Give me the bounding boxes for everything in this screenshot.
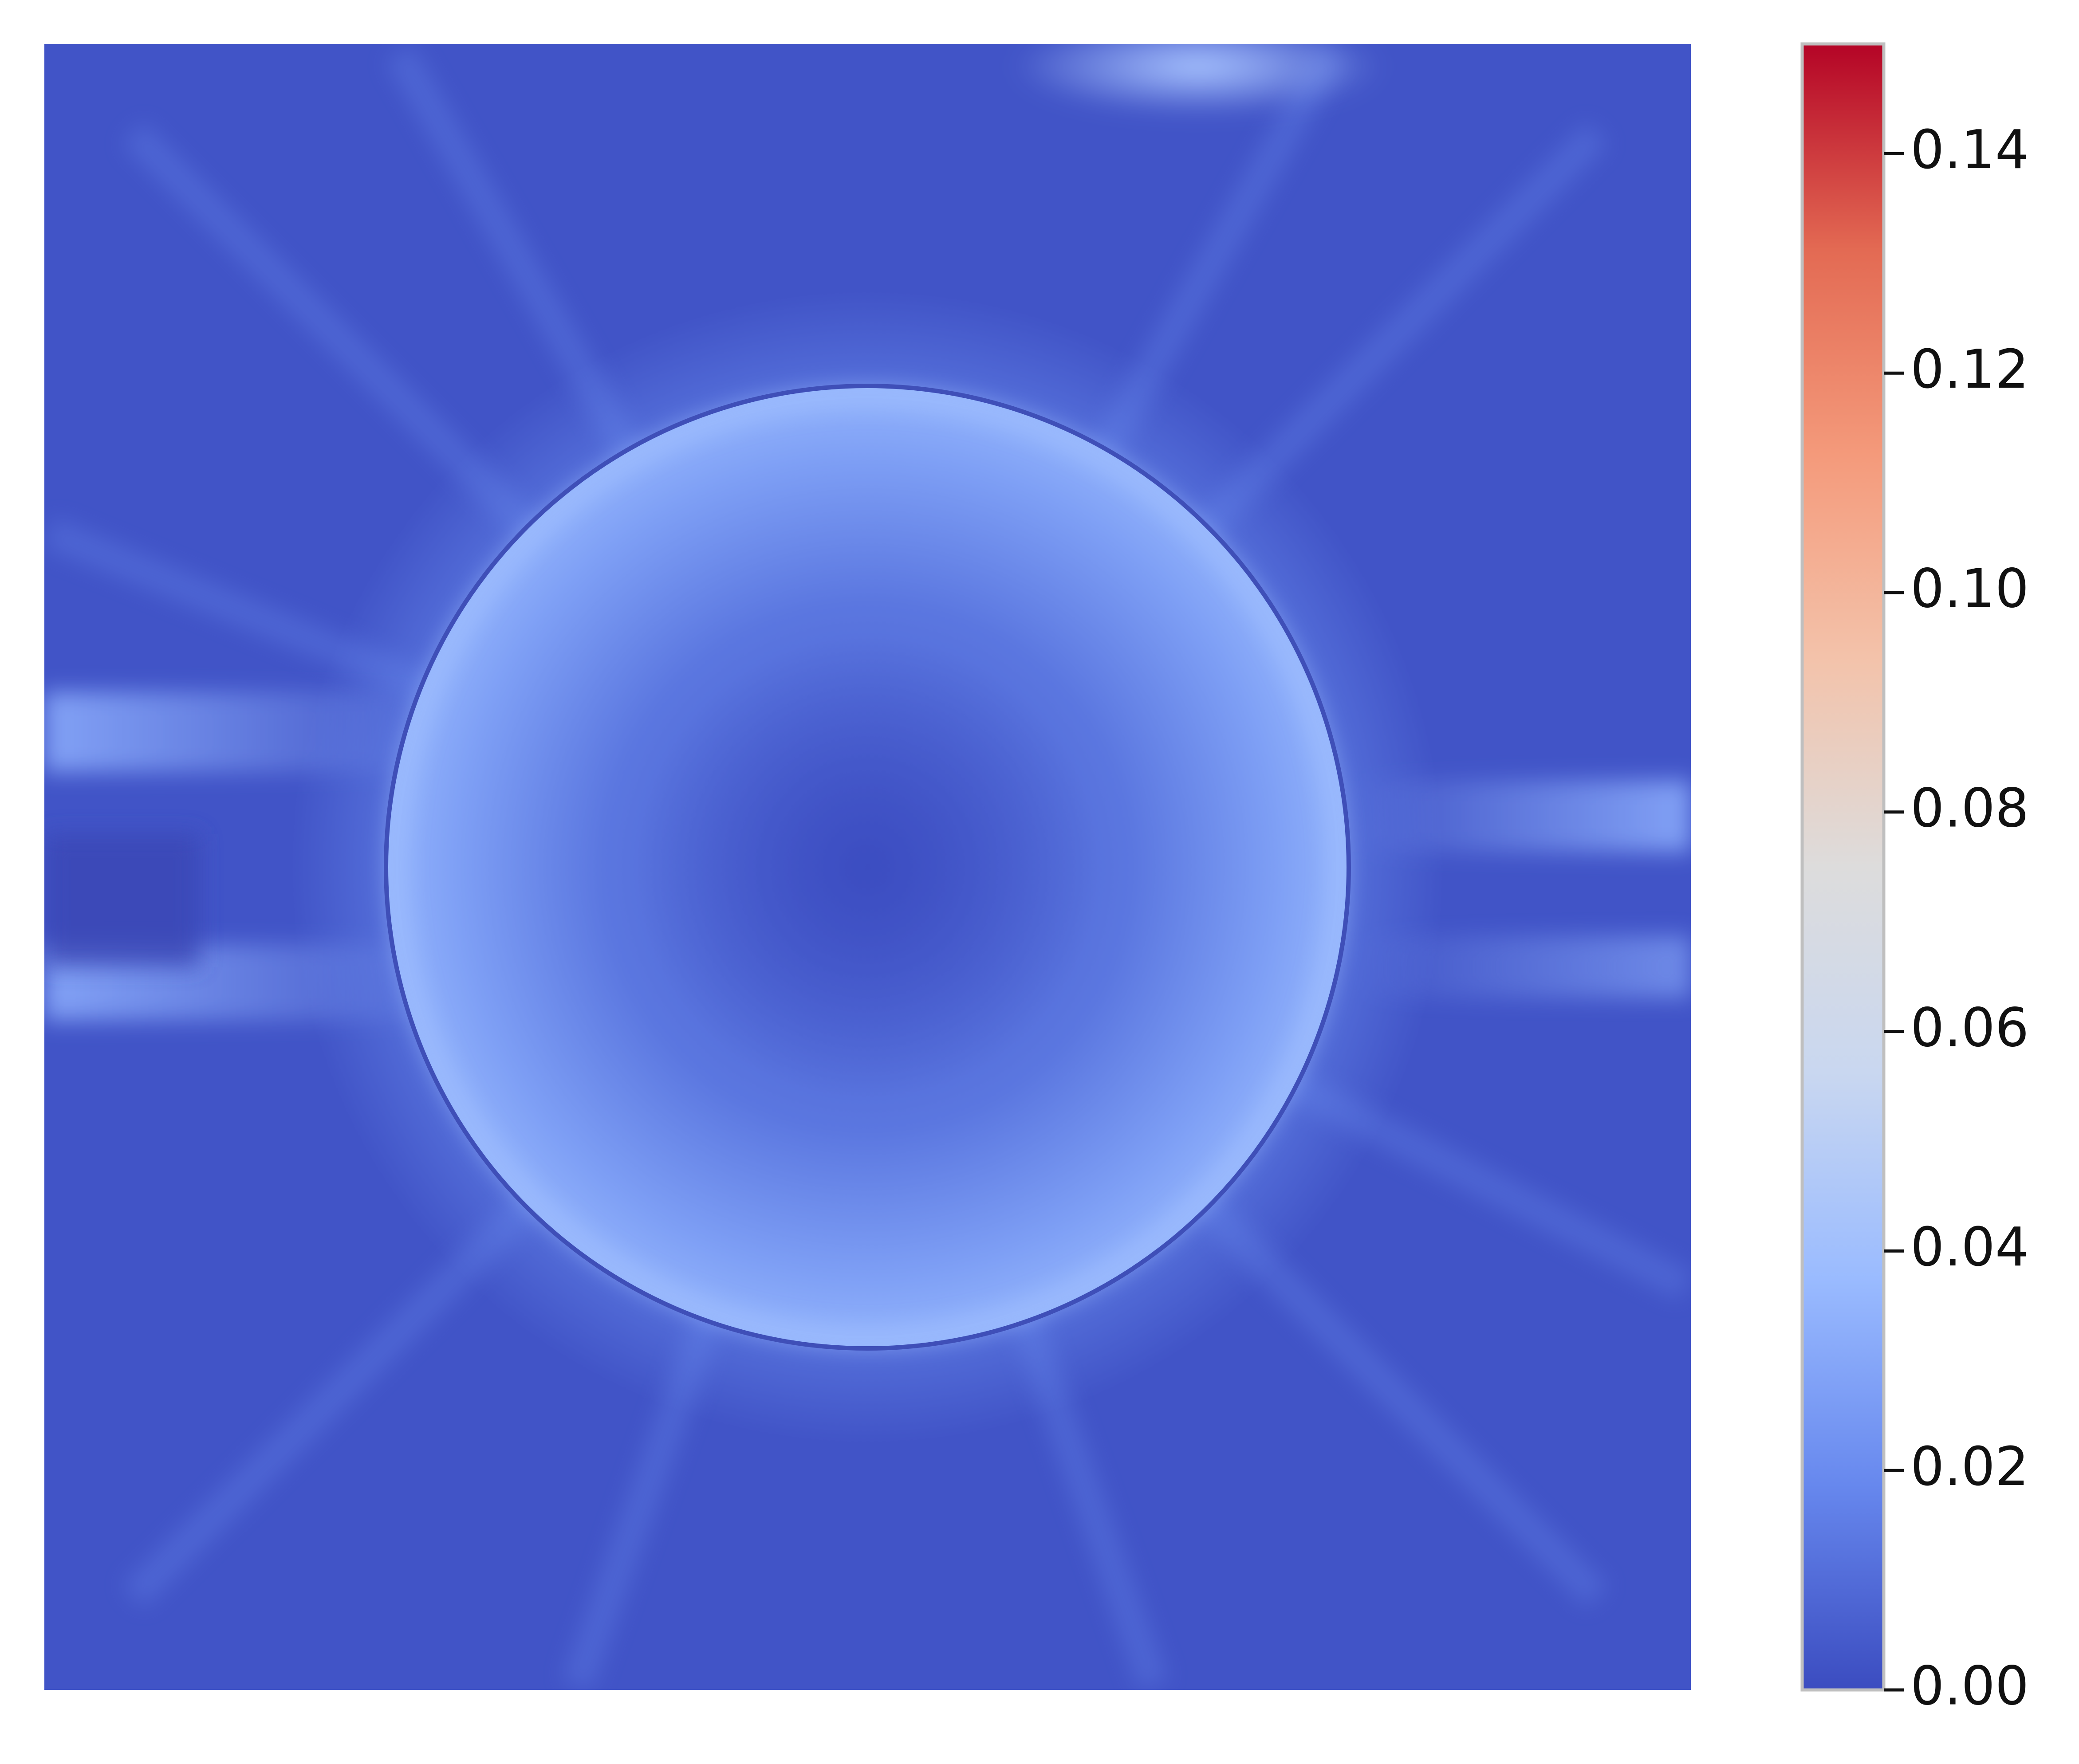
colorbar-tick-label: 0.12	[1910, 339, 2029, 401]
top-bright-spot	[1012, 44, 1384, 115]
colorbar-tick-label: 0.08	[1910, 778, 2029, 840]
colorbar-ticks: 0.00 0.02 0.04 0.06 0.08 0.10 0.12 0.14	[1884, 119, 2029, 1717]
left-band-dark	[44, 834, 200, 967]
colorbar-tick-label: 0.06	[1910, 997, 2029, 1059]
heatmap-plot-area	[44, 44, 1691, 1690]
colorbar-tick-label: 0.00	[1910, 1656, 2029, 1717]
disc-dark-center	[637, 636, 1098, 1098]
colorbar-tick-label: 0.10	[1910, 558, 2029, 620]
colorbar: 0.00 0.02 0.04 0.06 0.08 0.10 0.12 0.14	[1800, 42, 2029, 1717]
colorbar-tick-label: 0.02	[1910, 1436, 2029, 1498]
colorbar-tick-label: 0.14	[1910, 119, 2029, 181]
ring-bright-edge	[388, 388, 1347, 1346]
ring-interface-line	[384, 384, 1351, 1351]
colorbar-gradient	[1800, 42, 1886, 1692]
colorbar-tick-label: 0.04	[1910, 1217, 2029, 1278]
